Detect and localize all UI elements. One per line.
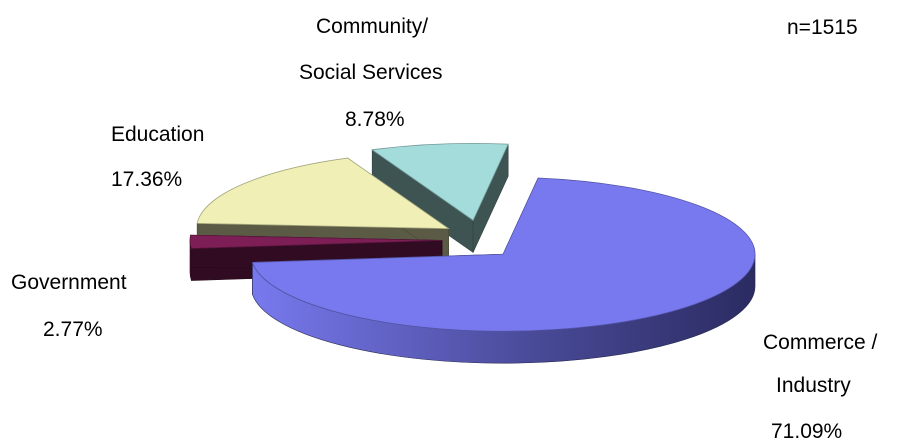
slice-label-community-line2: Social Services [299,61,443,84]
slice-label-government: Government [11,271,127,294]
slice-top [371,142,509,221]
slice-top [196,157,450,230]
sample-size-note: n=1515 [787,16,858,39]
slice-top [251,177,756,332]
slice-label-commerce-line2: Industry [776,374,851,397]
slice-value-commerce: 71.09% [771,420,842,443]
slice-label-commerce-line1: Commerce / [763,331,878,354]
pie-slice-commerce [251,177,756,364]
slice-top [189,234,443,249]
slice-label-education: Education [111,123,204,146]
pie-slices [189,142,756,364]
slice-label-community-line1: Community/ [316,15,428,38]
slice-value-government: 2.77% [43,318,103,341]
slice-value-education: 17.36% [111,168,182,191]
slice-value-community: 8.78% [345,108,405,131]
pie-slice-community [371,142,509,253]
